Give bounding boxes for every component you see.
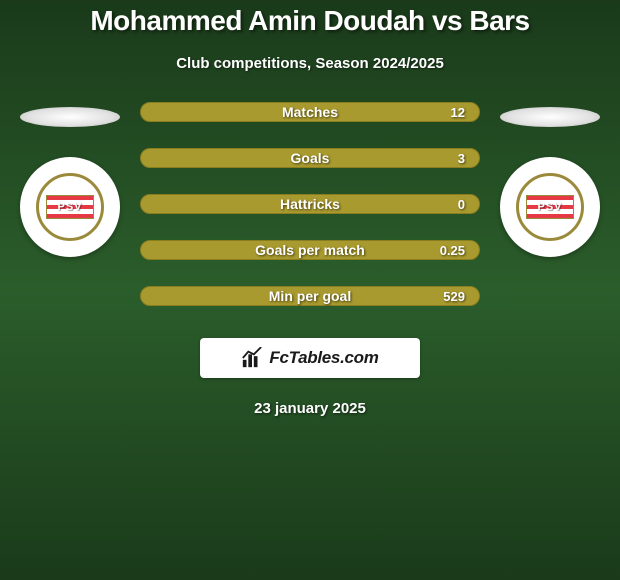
stat-bar: Min per goal 529 bbox=[140, 286, 480, 306]
stat-bars: Matches 12 Goals 3 Hattricks 0 Goals per… bbox=[140, 102, 480, 306]
stat-bar: Hattricks 0 bbox=[140, 194, 480, 214]
stat-label: Matches bbox=[282, 104, 338, 120]
player-left-column: PSV bbox=[20, 102, 120, 257]
stat-right-value: 0 bbox=[458, 197, 465, 212]
stat-right-value: 12 bbox=[451, 105, 465, 120]
stat-bar: Goals 3 bbox=[140, 148, 480, 168]
player-right-marker bbox=[500, 107, 600, 127]
player-left-logo: PSV bbox=[20, 157, 120, 257]
stat-bar: Goals per match 0.25 bbox=[140, 240, 480, 260]
badge-text-left: PSV bbox=[57, 201, 82, 213]
stats-area: PSV Matches 12 Goals 3 Hattricks 0 bbox=[0, 102, 620, 306]
player-right-column: PSV bbox=[500, 102, 600, 257]
player-left-marker bbox=[20, 107, 120, 127]
badge-text-right: PSV bbox=[537, 201, 562, 213]
stat-right-value: 529 bbox=[443, 289, 465, 304]
stat-label: Min per goal bbox=[269, 288, 351, 304]
infographic-container: Mohammed Amin Doudah vs Bars Club compet… bbox=[0, 0, 620, 580]
date-label: 23 january 2025 bbox=[0, 400, 620, 417]
subtitle: Club competitions, Season 2024/2025 bbox=[0, 55, 620, 72]
page-title: Mohammed Amin Doudah vs Bars bbox=[0, 5, 620, 37]
stat-right-value: 0.25 bbox=[440, 243, 465, 258]
player-right-logo: PSV bbox=[500, 157, 600, 257]
stat-bar: Matches 12 bbox=[140, 102, 480, 122]
stat-label: Hattricks bbox=[280, 196, 340, 212]
footer-brand: FcTables.com bbox=[200, 338, 420, 378]
footer-brand-text: FcTables.com bbox=[269, 348, 378, 368]
psv-badge-icon: PSV bbox=[516, 173, 584, 241]
stat-label: Goals bbox=[291, 150, 330, 166]
stat-right-value: 3 bbox=[458, 151, 465, 166]
psv-badge-icon: PSV bbox=[36, 173, 104, 241]
bars-icon bbox=[241, 347, 263, 369]
stat-label: Goals per match bbox=[255, 242, 365, 258]
